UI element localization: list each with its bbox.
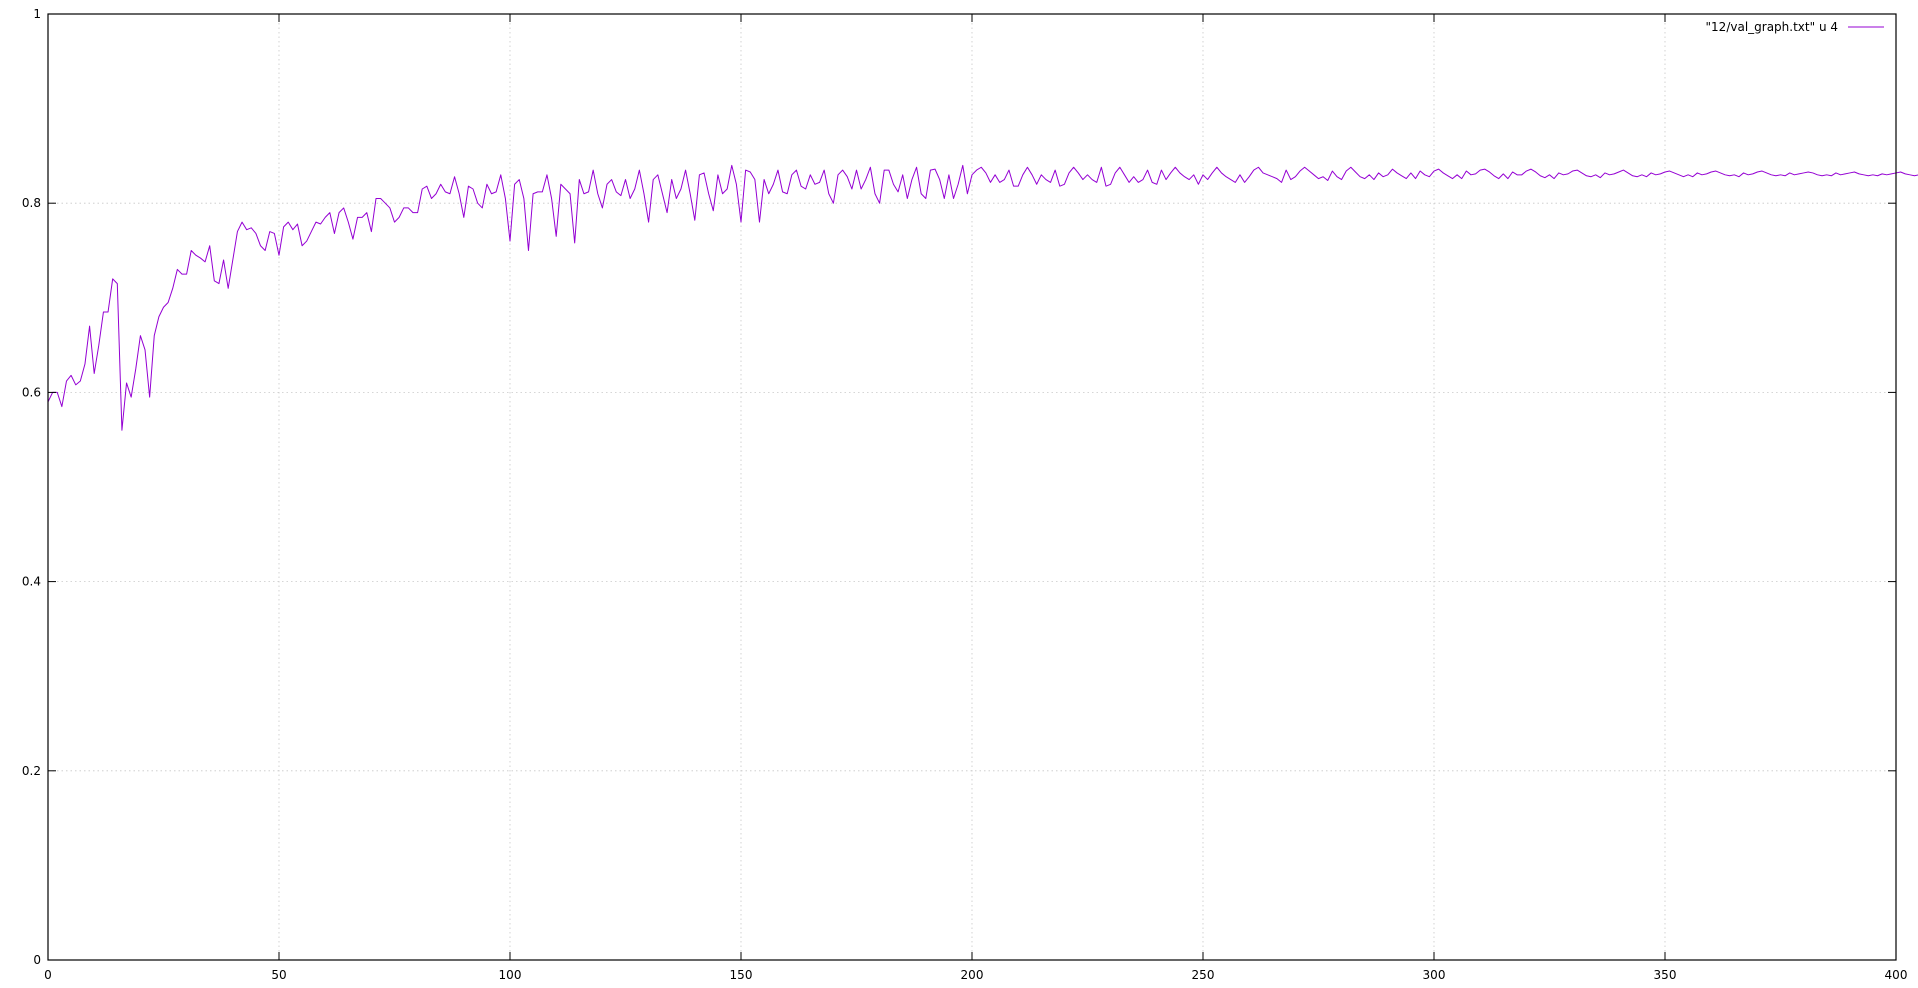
y-tick-labels: 0 0.2 0.4 0.6 0.8 1	[22, 7, 41, 967]
y-tick-label: 0.8	[22, 196, 41, 210]
y-tick-label: 0.6	[22, 385, 41, 399]
x-tick-labels: 0 50 100 150 200 250 300 350 400	[44, 968, 1907, 982]
x-tick-label: 0	[44, 968, 52, 982]
x-tick-label: 200	[961, 968, 984, 982]
y-tick-label: 0	[33, 953, 41, 967]
legend-label: "12/val_graph.txt" u 4	[1706, 20, 1838, 34]
x-tick-label: 50	[271, 968, 286, 982]
series-layer	[47, 164, 1918, 431]
x-tick-label: 250	[1192, 968, 1215, 982]
legend: "12/val_graph.txt" u 4	[1706, 20, 1884, 34]
x-tick-label: 150	[730, 968, 753, 982]
x-tick-label: 300	[1423, 968, 1446, 982]
x-tick-label: 400	[1885, 968, 1908, 982]
y-tick-label: 1	[33, 7, 41, 21]
x-tick-label: 350	[1654, 968, 1677, 982]
y-tick-label: 0.4	[22, 575, 41, 589]
x-tick-label: 100	[499, 968, 522, 982]
y-tick-label: 0.2	[22, 764, 41, 778]
tick-marks	[47, 13, 1897, 961]
series-line	[47, 164, 1918, 431]
